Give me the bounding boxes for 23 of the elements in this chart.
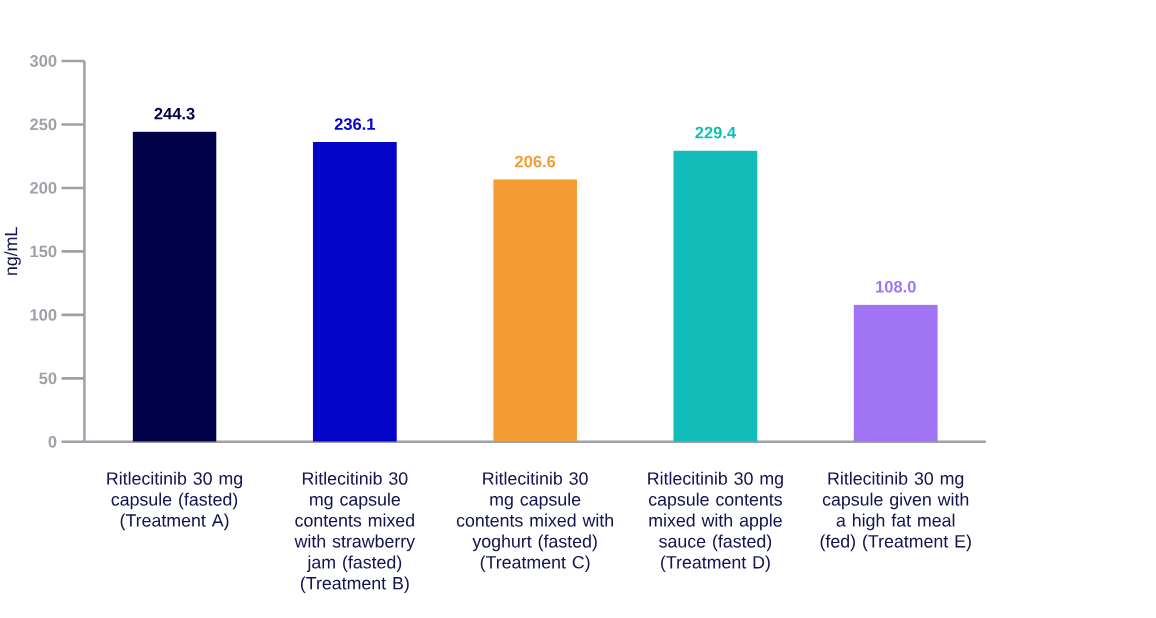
y-tick-label: 100 — [30, 308, 57, 321]
bar — [853, 304, 938, 442]
data-label: 244.3 — [154, 107, 195, 120]
data-label: 236.1 — [334, 118, 376, 130]
bar — [312, 141, 397, 442]
x-tick-label: Ritlecitinib 30 mg capsule (fasted) (Treatment A) — [107, 471, 243, 531]
y-axis-title: ng/mL — [4, 227, 21, 275]
y-tick-label: 200 — [30, 181, 57, 194]
data-label: 229.4 — [695, 126, 736, 139]
data-label: 206.6 — [515, 155, 556, 168]
bar — [132, 131, 217, 442]
bar — [673, 150, 758, 442]
y-tick-label: 50 — [39, 372, 57, 385]
y-tick-label: 250 — [30, 118, 57, 131]
x-tick-label: Ritlecitinib 30 mg capsule contents mixed with apple sauce (fasted) (Treatment D) — [648, 471, 783, 572]
x-tick-label: Ritlecitinib 30 mg capsule contents mixed with strawberry jam (fasted) (Treatment B) — [294, 471, 416, 593]
data-label: 108.0 — [876, 280, 916, 293]
bar — [493, 179, 578, 442]
y-tick-label: 0 — [48, 435, 57, 448]
y-tick-label: 300 — [29, 54, 57, 67]
x-tick-label: Ritlecitinib 30 mg capsule contents mixed with yoghurt (fasted) (Treatment C) — [456, 471, 613, 572]
x-tick-label: Ritlecitinib 30 mg capsule given with a high fat meal (fed) (Treatment E) — [820, 471, 971, 551]
y-tick-label: 150 — [30, 245, 57, 258]
